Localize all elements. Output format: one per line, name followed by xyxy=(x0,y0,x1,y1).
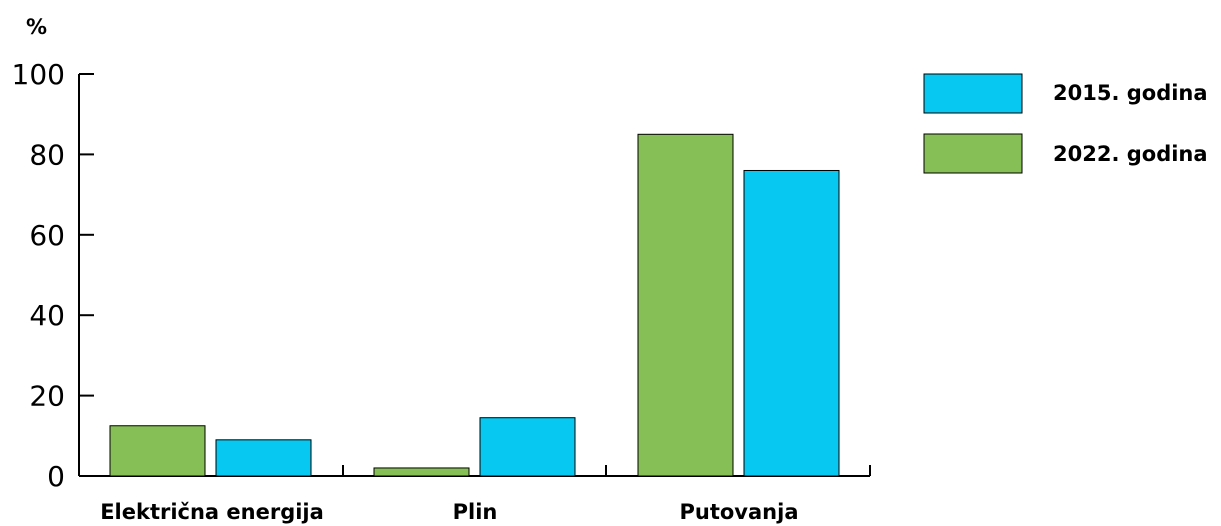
bar-plin-2015 xyxy=(479,417,576,477)
y-tick-label: 40 xyxy=(29,299,65,332)
y-tick-label: 80 xyxy=(29,138,65,171)
legend-label-2022: 2022. godina xyxy=(1053,142,1208,166)
bar-putovanja-2015 xyxy=(743,169,840,477)
bar-putovanja-2022 xyxy=(637,133,734,477)
y-axis-unit-label: % xyxy=(26,15,47,39)
y-axis: 0 20 40 60 80 100 xyxy=(12,58,94,493)
legend: 2015. godina 2022. godina xyxy=(923,73,1208,174)
x-category-label: Putovanja xyxy=(680,500,799,524)
x-axis-labels: Električna energija Plin Putovanja xyxy=(100,500,798,524)
x-axis xyxy=(79,465,871,477)
y-tick-label: 20 xyxy=(29,380,65,413)
x-category-label: Električna energija xyxy=(100,500,324,524)
y-tick-label: 0 xyxy=(47,460,65,493)
bar-elektri-na-energija-2015 xyxy=(215,439,312,477)
y-tick-label: 100 xyxy=(12,58,65,91)
y-tick-label: 60 xyxy=(29,219,65,252)
legend-swatch-2022 xyxy=(923,133,1023,174)
bar-elektri-na-energija-2022 xyxy=(109,425,206,477)
x-category-label: Plin xyxy=(453,500,498,524)
bars-group xyxy=(109,133,840,477)
bar-plin-2022 xyxy=(373,467,470,477)
legend-swatch-2015 xyxy=(923,73,1023,114)
legend-label-2015: 2015. godina xyxy=(1053,81,1208,105)
